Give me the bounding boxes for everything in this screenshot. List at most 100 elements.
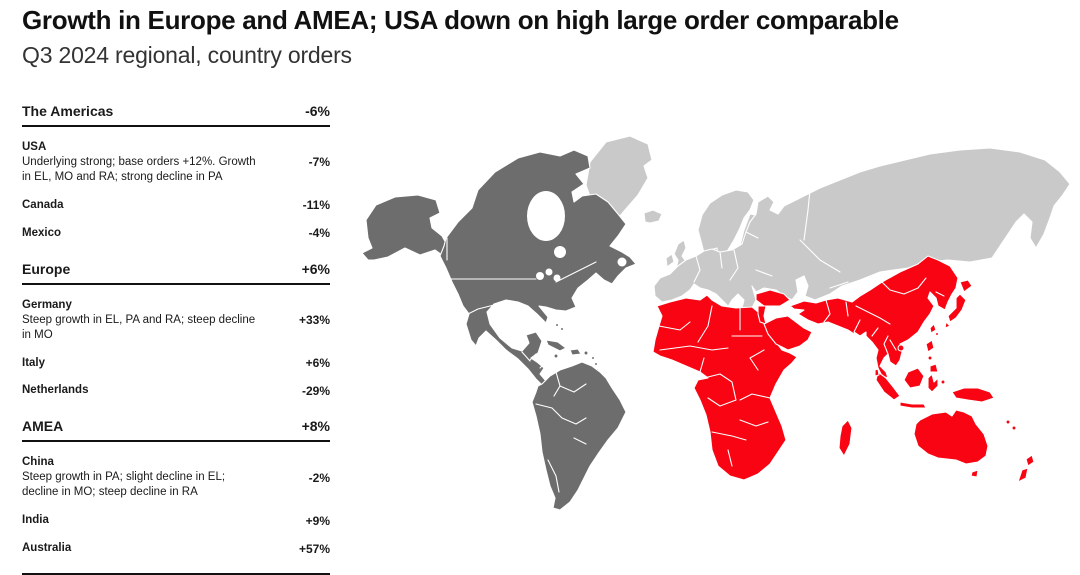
map-borneo <box>903 367 925 389</box>
country-row: Italy +6% <box>22 356 330 371</box>
map-sumatra <box>875 371 901 401</box>
country-row: Australia +57% <box>22 541 330 556</box>
country-name: Mexico <box>22 226 61 239</box>
map-antilles2 <box>593 361 599 367</box>
map-gulf-st-lawrence <box>617 257 627 267</box>
country-row: India +9% <box>22 513 330 528</box>
map-hudson-bay <box>527 191 565 241</box>
country-value: +57% <box>298 541 330 556</box>
map-ireland <box>665 253 675 268</box>
map-cuba <box>545 339 567 352</box>
map-philippines-mindanao <box>929 363 939 373</box>
map-great-lake2 <box>545 268 553 276</box>
country-note: Steep growth in PA; slight decline in EL… <box>22 471 226 499</box>
map-japan-hokkaido <box>959 279 973 293</box>
region-section: Europe +6% Germany Steep growth in EL, P… <box>22 258 330 399</box>
map-americas-borders <box>445 237 597 369</box>
map-turkey <box>755 289 791 307</box>
map-new-guinea <box>951 387 995 403</box>
region-value: +6% <box>301 260 330 277</box>
map-south-america-borders <box>535 371 587 493</box>
map-alaska <box>361 194 447 261</box>
map-pacific-island <box>1005 419 1011 425</box>
map-tasmania <box>970 469 979 478</box>
map-great-lake1 <box>536 272 544 280</box>
country-value: +9% <box>305 513 330 528</box>
region-value: +8% <box>301 418 330 435</box>
country-name: Italy <box>22 356 46 369</box>
country-value: +6% <box>305 355 330 370</box>
map-africa <box>652 294 798 481</box>
map-moluccas <box>940 379 946 385</box>
page-title: Growth in Europe and AMEA; USA down on h… <box>22 5 899 35</box>
region-section: AMEA +8% China Steep growth in PA; sligh… <box>22 415 330 556</box>
map-okinawa <box>934 331 940 337</box>
map-sulawesi <box>927 373 939 393</box>
map-asia-main <box>789 255 959 379</box>
map-great-lake3 <box>553 274 561 282</box>
country-name: Australia <box>22 542 72 555</box>
region-header: The Americas -6% <box>22 100 330 127</box>
map-nz-south <box>1017 467 1029 483</box>
map-hainan <box>897 344 905 352</box>
map-sri-lanka <box>874 368 880 377</box>
map-arabia <box>763 315 813 351</box>
map-bahamas1 <box>554 322 560 328</box>
country-value: -2% <box>308 470 330 485</box>
country-name: Netherlands <box>22 384 89 397</box>
map-region-americas <box>361 149 637 511</box>
region-name: The Americas <box>22 103 114 119</box>
region-header: Europe +6% <box>22 258 330 285</box>
slide-header: Growth in Europe and AMEA; USA down on h… <box>22 5 1062 69</box>
map-bahamas2 <box>559 326 565 332</box>
map-taiwan <box>929 323 937 334</box>
country-row: China Steep growth in PA; slight decline… <box>22 455 330 500</box>
country-row: Germany Steep growth in EL, PA and RA; s… <box>22 298 330 343</box>
country-name: India <box>22 514 49 527</box>
region-value: -6% <box>305 103 330 119</box>
map-hispaniola <box>569 348 582 356</box>
country-note: Steep growth in EL, PA and RA; steep dec… <box>22 313 256 341</box>
map-james-bay <box>554 246 566 258</box>
region-section: The Americas -6% USA Underlying strong; … <box>22 100 330 241</box>
world-map <box>360 110 1080 526</box>
regions-table: The Americas -6% USA Underlying strong; … <box>22 100 330 575</box>
region-name: Europe <box>22 260 71 277</box>
country-value: -7% <box>308 155 330 170</box>
map-south-america <box>531 361 627 511</box>
region-name: AMEA <box>22 418 64 435</box>
country-row: USA Underlying strong; base orders +12%.… <box>22 140 330 185</box>
map-pacific-island2 <box>1011 425 1017 431</box>
region-header: AMEA +8% <box>22 415 330 443</box>
map-africa-borders <box>658 305 771 467</box>
map-nz-north <box>1025 454 1035 467</box>
map-europe-borders <box>693 169 849 289</box>
country-name: USA <box>22 141 47 153</box>
country-name: China <box>22 456 54 469</box>
map-java <box>899 401 927 409</box>
country-value: +33% <box>298 313 330 328</box>
map-antilles1 <box>590 355 596 361</box>
map-north-america <box>439 149 637 389</box>
country-value: -4% <box>308 226 330 241</box>
map-region-amea <box>652 255 1035 483</box>
page-subtitle: Q3 2024 regional, country orders <box>22 41 352 68</box>
country-row: Netherlands -29% <box>22 383 330 398</box>
map-australia <box>913 409 989 465</box>
map-asia-borders <box>823 277 945 355</box>
map-japan-kyushu <box>944 321 951 329</box>
country-value: -29% <box>301 383 330 398</box>
map-region-europe <box>585 135 1071 327</box>
country-name: Canada <box>22 198 64 211</box>
country-value: -11% <box>302 198 330 213</box>
map-philippines-luzon <box>925 339 935 353</box>
map-iceland <box>643 209 663 224</box>
country-name: Germany <box>22 298 72 311</box>
country-note: Underlying strong; base orders +12%. Gro… <box>22 155 256 183</box>
country-row: Canada -11% <box>22 198 330 213</box>
map-japan-honshu <box>947 293 967 323</box>
map-jamaica <box>553 353 559 359</box>
map-philippines-visayas <box>927 355 933 361</box>
map-puerto-rico <box>583 350 589 356</box>
country-row: Mexico -4% <box>22 226 330 241</box>
